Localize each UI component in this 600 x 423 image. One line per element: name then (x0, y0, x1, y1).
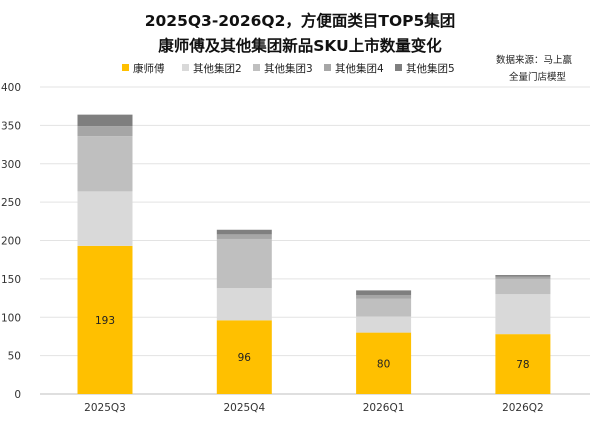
y-tick-label: 350 (1, 120, 21, 132)
y-tick-label: 150 (1, 274, 21, 286)
chart-title: 2025Q3-2026Q2，方便面类目TOP5集团 康师傅及其他集团新品SKU上… (145, 11, 456, 55)
legend-swatch (324, 64, 331, 71)
bar-2025Q3-series-3 (77, 136, 133, 192)
x-tick-label: 2026Q1 (363, 402, 405, 414)
y-tick-label: 200 (1, 236, 21, 248)
chart-title-line-2: 康师傅及其他集团新品SKU上市数量变化 (158, 36, 442, 55)
source-note: 数据来源：马上赢 全量门店模型 (496, 54, 573, 83)
bar-2025Q4-series-5 (216, 229, 272, 235)
y-tick-label: 50 (8, 351, 21, 363)
bar-2025Q3-series-1 (77, 245, 133, 394)
chart-title-line-1: 2025Q3-2026Q2，方便面类目TOP5集团 (145, 11, 456, 30)
bar-2026Q2-series-3 (495, 278, 551, 295)
bar-2026Q2-series-2 (495, 294, 551, 335)
data-label: 78 (516, 359, 529, 371)
source-line-2: 全量门店模型 (509, 71, 567, 83)
legend-swatch (253, 64, 260, 71)
source-line-1: 数据来源：马上赢 (496, 54, 573, 66)
bar-2026Q2-series-1 (495, 334, 551, 394)
legend-entry: 康师傅 (133, 62, 165, 75)
bar-2025Q4-series-2 (216, 288, 272, 321)
bar-2025Q4-series-4 (216, 234, 272, 239)
data-label: 80 (377, 358, 390, 370)
legend-swatch (122, 64, 129, 71)
bar-2026Q1-series-2 (356, 316, 412, 333)
legend-entry: 其他集团3 (264, 62, 313, 75)
y-tick-label: 100 (1, 312, 21, 324)
bar-2026Q1-series-4 (356, 294, 412, 299)
y-tick-label: 400 (1, 82, 21, 94)
bar-2025Q3-series-4 (77, 126, 133, 137)
x-axis-ticks: 2025Q3 2025Q4 2026Q1 2026Q2 (84, 402, 544, 414)
bars: 193 96 80 78 (77, 114, 551, 394)
x-tick-label: 2025Q4 (223, 402, 265, 414)
y-tick-label: 0 (14, 389, 21, 401)
bar-2025Q3-series-2 (77, 191, 133, 246)
bar-2025Q4-series-1 (216, 320, 272, 394)
data-label: 96 (238, 352, 252, 364)
bar-2025Q3-series-5 (77, 114, 133, 127)
y-axis-ticks: 0 50 100 150 200 250 300 350 400 (1, 82, 21, 401)
bar-2025Q4-series-3 (216, 238, 272, 289)
data-label: 193 (95, 315, 115, 327)
bar-2026Q2-series-4 (495, 276, 551, 279)
y-tick-label: 250 (1, 197, 21, 209)
x-tick-label: 2026Q2 (502, 402, 544, 414)
legend-swatch (182, 64, 189, 71)
legend-entry: 其他集团4 (335, 62, 384, 75)
legend-entry: 其他集团5 (406, 62, 455, 75)
bar-2026Q1-series-5 (356, 290, 412, 295)
bar-2026Q1-series-1 (356, 332, 412, 394)
x-tick-label: 2025Q3 (84, 402, 126, 414)
bar-2026Q2-series-5 (495, 275, 551, 277)
y-tick-label: 300 (1, 159, 21, 171)
legend-swatch (395, 64, 402, 71)
legend: 康师傅 其他集团2 其他集团3 其他集团4 其他集团5 (122, 62, 455, 75)
legend-entry: 其他集团2 (193, 62, 242, 75)
bar-2026Q1-series-3 (356, 298, 412, 317)
